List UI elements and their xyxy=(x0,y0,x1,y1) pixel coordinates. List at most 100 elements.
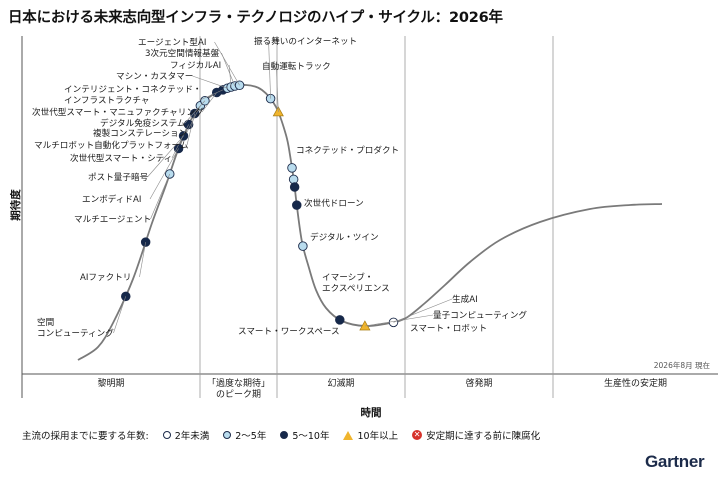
leader-line xyxy=(214,41,240,86)
technology-label: 空間コンピューティング xyxy=(37,316,114,339)
light-circle-marker xyxy=(287,163,297,173)
technology-label-line: エクスペリエンス xyxy=(322,283,390,294)
phase-label-line: のピーク期 xyxy=(216,389,261,400)
technology-label-line: 複製コンステレーション xyxy=(93,127,187,139)
technology-label-line: 空間 xyxy=(37,316,54,328)
phase-label: 幻滅期 xyxy=(327,377,354,389)
technology-label: スマート・ワークスペース xyxy=(238,326,340,337)
technology-label-line: マルチロボット自動化プラットフォーム xyxy=(34,139,189,151)
technology-label: コネクテッド・プロダクト xyxy=(296,144,399,156)
technology-label-line: コンピューティング xyxy=(37,327,114,339)
leader-line xyxy=(393,298,453,323)
technology-label: AIファクトリ xyxy=(80,272,131,283)
phase-label: 黎明期 xyxy=(97,377,124,389)
technology-label: 次世代型スマート・マニュファクチャリング xyxy=(32,106,204,118)
technology-label: フィジカルAI xyxy=(170,60,221,71)
legend-item-5to10: 5〜10年 xyxy=(280,428,329,442)
phase-label: 生産性の安定期 xyxy=(604,377,667,389)
chart-frame xyxy=(21,36,718,398)
technology-label-line: AIファクトリ xyxy=(80,272,131,283)
technology-label: インテリジェント・コネクテッド・インフラストラクチャ xyxy=(64,84,202,106)
technology-label-line: インテリジェント・コネクテッド・ xyxy=(64,84,202,95)
legend-label: 2年未満 xyxy=(174,431,210,442)
dark-circle-icon xyxy=(280,431,289,439)
phase-labels: 黎明期 「過度な期待」のピーク期 幻滅期 啓発期 生産性の安定期 xyxy=(97,377,667,400)
gartner-logo: Gartner xyxy=(645,452,705,471)
leader-line xyxy=(201,92,217,113)
leader-line xyxy=(147,135,184,178)
leader-line xyxy=(192,75,228,89)
light-circle-marker xyxy=(298,241,308,251)
technology-label-line: マシン・カスタマー xyxy=(116,71,193,82)
light-circle-icon xyxy=(223,431,232,439)
technology-label-line: マルチエージェント xyxy=(74,214,151,225)
dark-circle-marker xyxy=(289,182,300,192)
leader-line xyxy=(113,296,127,334)
technology-label-line: 自動運転トラック xyxy=(262,60,331,72)
phase-label-line: 「過度な期待」 xyxy=(207,377,270,389)
leader-line xyxy=(139,242,146,278)
dark-circle-marker xyxy=(335,315,345,325)
legend-item-obsolete: ✕ 安定期に達する前に陳腐化 xyxy=(412,428,540,442)
technology-label: 生成AI xyxy=(452,293,478,305)
technology-label-line: ポスト量子暗号 xyxy=(88,171,148,183)
date-note: 2026年8月 現在 xyxy=(654,360,711,370)
technology-label-line: 量子コンピューティング xyxy=(433,309,527,321)
chart-title: 日本における未来志向型インフラ・テクノロジのハイプ・サイクル：2026年 xyxy=(8,10,503,26)
obsolete-x-icon: ✕ xyxy=(412,430,423,440)
leader-line xyxy=(364,314,434,327)
technology-label-line: デジタル・ツイン xyxy=(310,231,379,243)
technology-label: 自動運転トラック xyxy=(262,60,331,72)
technology-label: 次世代ドローン xyxy=(304,197,364,209)
technology-label: マルチロボット自動化プラットフォーム xyxy=(34,139,189,151)
technology-label-line: エージェント型AI xyxy=(138,37,206,48)
technology-label: 量子コンピューティング xyxy=(433,309,527,321)
legend-label: 10年以上 xyxy=(357,431,399,442)
technology-label-line: スマート・ワークスペース xyxy=(238,326,340,337)
leader-line xyxy=(276,65,279,112)
technology-label-line: コネクテッド・プロダクト xyxy=(296,144,399,156)
dark-circle-marker xyxy=(292,200,302,210)
triangle-icon xyxy=(343,430,354,440)
technology-label: デジタル免疫システム xyxy=(100,117,186,129)
technology-label-line: 次世代型スマート・マニュファクチャリング xyxy=(32,106,204,118)
technology-label: 次世代型スマート・シティ xyxy=(70,152,172,164)
leader-line xyxy=(186,105,201,134)
white-circle-icon xyxy=(162,431,171,439)
technology-label: スマート・ロボット xyxy=(410,323,487,334)
technology-label: エンボディドAI xyxy=(82,193,141,205)
legend-item-lt2: 2年未満 xyxy=(162,428,210,442)
legend-label: 2〜5年 xyxy=(235,431,267,442)
leader-line xyxy=(268,40,271,99)
technology-label-line: デジタル免疫システム xyxy=(100,117,186,129)
technology-label-line: イマーシブ・ xyxy=(322,271,373,283)
leader-line xyxy=(184,100,206,124)
technology-label: エージェント型AI xyxy=(138,37,206,48)
technology-label-line: 振る舞いのインターネット xyxy=(254,35,357,47)
leader-line xyxy=(199,89,224,101)
technology-label-line: 次世代ドローン xyxy=(304,197,364,209)
technology-label-line: スマート・ロボット xyxy=(410,323,487,334)
legend: 主流の採用までに要する年数: 2年未満 2〜5年 5〜10年 10年以上 ✕ 安… xyxy=(22,428,540,442)
phase-label-line: 黎明期 xyxy=(97,377,124,389)
legend-label: 5〜10年 xyxy=(292,431,330,442)
phase-label: 「過度な期待」のピーク期 xyxy=(207,377,270,400)
technology-label-line: 生成AI xyxy=(452,293,478,305)
leader-line xyxy=(221,52,236,87)
y-axis-label: 期待度 xyxy=(9,189,22,221)
technology-label: 振る舞いのインターネット xyxy=(254,35,357,47)
x-axis-label: 時間 xyxy=(361,406,382,419)
technology-label: マシン・カスタマー xyxy=(116,71,193,82)
phase-label: 啓発期 xyxy=(465,377,492,389)
technology-label-line: 次世代型スマート・シティ xyxy=(70,152,172,164)
technology-label: イマーシブ・エクスペリエンス xyxy=(322,271,390,294)
legend-item-2to5: 2〜5年 xyxy=(223,428,266,442)
technology-label-line: フィジカルAI xyxy=(170,60,221,71)
phase-label-line: 幻滅期 xyxy=(327,377,354,389)
technology-label-line: エンボディドAI xyxy=(82,193,141,205)
leader-line xyxy=(171,124,189,159)
technology-label: ポスト量子暗号 xyxy=(88,171,148,183)
legend-label: 安定期に達する前に陳腐化 xyxy=(426,431,541,442)
leader-line xyxy=(150,173,171,220)
